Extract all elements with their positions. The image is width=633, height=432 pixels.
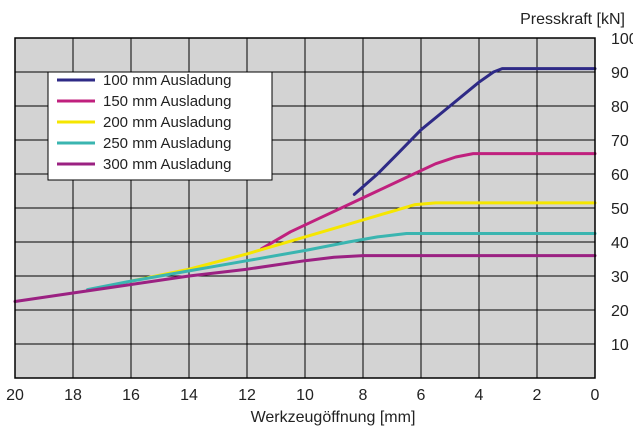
series-line-1 <box>352 67 597 196</box>
series-line-2 <box>260 152 597 251</box>
x-tick-label: 4 <box>475 387 484 404</box>
legend-label-4: 250 mm Ausladung <box>103 135 231 152</box>
y-tick-labels: 10 20 30 40 50 60 70 80 90 100 <box>611 31 633 354</box>
legend-label-2: 150 mm Ausladung <box>103 93 231 110</box>
series-line-4 <box>86 232 597 292</box>
legend-box <box>47 71 273 181</box>
x-tick-label: 10 <box>296 387 314 404</box>
y-tick-label: 20 <box>611 303 629 320</box>
legend: 100 mm Ausladung 150 mm Ausladung 200 mm A… <box>47 71 273 181</box>
series-lines <box>13 67 597 303</box>
x-tick-label: 14 <box>180 387 198 404</box>
y-tick-label: 50 <box>611 201 629 218</box>
y-tick-label: 60 <box>611 167 629 184</box>
x-tick-label: 0 <box>591 387 600 404</box>
x-tick-label: 6 <box>417 387 426 404</box>
x-tick-label: 16 <box>122 387 140 404</box>
series-line-3 <box>129 201 597 283</box>
plot-border <box>14 37 596 379</box>
y-tick-label: 80 <box>611 99 629 116</box>
x-tick-label: 18 <box>64 387 82 404</box>
y-tick-label: 30 <box>611 269 629 286</box>
x-tick-label: 20 <box>6 387 24 404</box>
y-tick-label: 10 <box>611 337 629 354</box>
legend-label-1: 100 mm Ausladung <box>103 72 231 89</box>
y-tick-label: 40 <box>611 235 629 252</box>
y-axis-title: Presskraft [kN] <box>520 11 625 28</box>
series-line-5 <box>13 254 597 303</box>
x-axis-title: Werkzeugöffnung [mm] <box>251 409 416 426</box>
y-tick-label: 90 <box>611 65 629 82</box>
y-tick-label: 100 <box>611 31 633 48</box>
x-tick-labels: 20 18 16 14 12 10 8 6 4 2 0 <box>6 387 599 404</box>
y-tick-label: 70 <box>611 133 629 150</box>
legend-label-5: 300 mm Ausladung <box>103 156 231 173</box>
x-tick-label: 12 <box>238 387 256 404</box>
x-tick-label: 8 <box>359 387 368 404</box>
legend-label-3: 200 mm Ausladung <box>103 114 231 131</box>
x-tick-label: 2 <box>533 387 542 404</box>
